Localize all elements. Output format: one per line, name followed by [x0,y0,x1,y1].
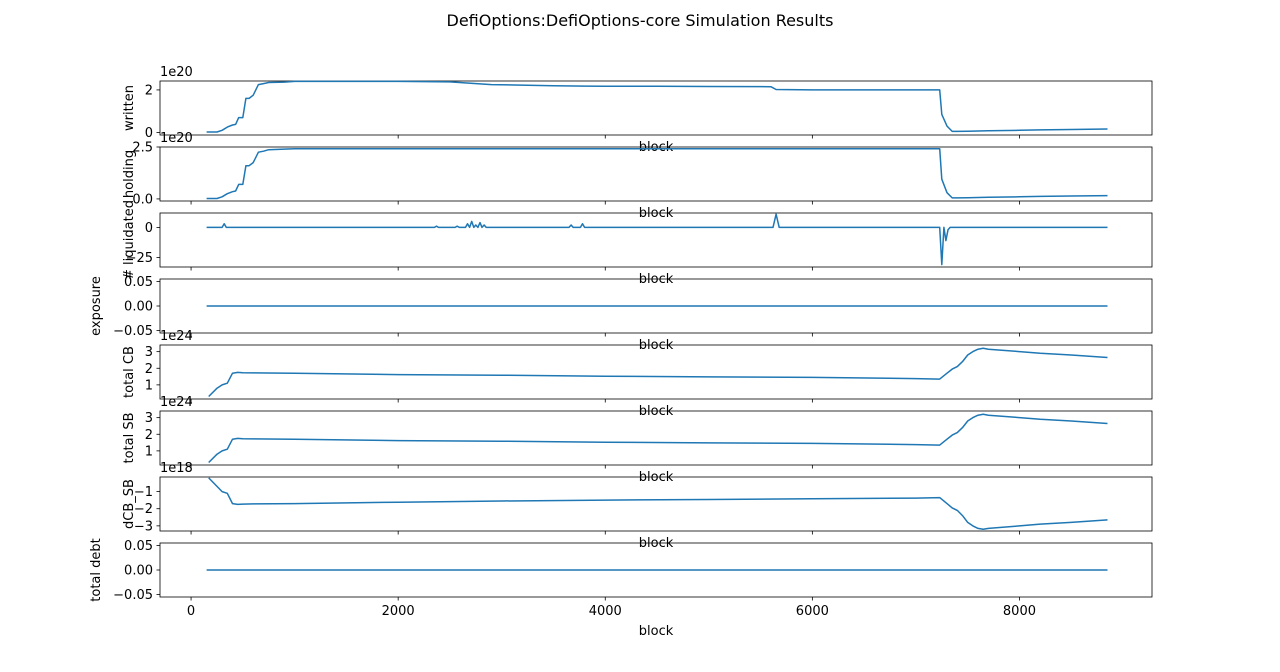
panel-1-y-axis-label: written [122,85,137,131]
panel-8-y-tick-label: 0.00 [124,564,153,579]
figure-title: DefiOptions:DefiOptions-core Simulation … [447,11,834,30]
panel-3-x-axis-label: block [639,272,674,287]
panel-8-y-tick-label: 0.05 [124,539,153,554]
panel-4-y-axis-label: exposure [89,276,104,336]
panel-6-y-tick-label: 2 [145,428,153,443]
panel-4-y-tick-label: 0.00 [124,300,153,315]
panel-4-x-axis-label: block [639,338,674,353]
panel-2-offset-text: 1e20 [160,131,193,146]
panel-1-axes-frame [159,80,1153,136]
panel-7-y-tick-label: −1 [134,485,153,500]
panel-5: 12 3 1e24 total CB block [122,329,1153,419]
panel-1-y-tick-label: 2 [145,83,153,98]
panel-8-x-tick-label: 8000 [1003,604,1036,619]
panel-1-x-axis-label: block [639,140,674,155]
panel-3-y-tick-label: 0 [145,221,153,236]
panel-2-axes-frame [159,146,1153,202]
panel-5-y-axis-label: total CB [122,346,137,398]
panel-6-y-axis-label: total SB [122,412,137,463]
panel-5-y-tick-label: 2 [145,362,153,377]
panel-8-y-axis-label: total debt [89,538,104,601]
panel-6-offset-text: 1e24 [160,395,193,410]
subplots: 0 2 1e20 written block 0.0 2.5 1e20 holding block… [89,65,1153,639]
panel-1-series-line [206,80,1108,133]
panel-6-series-line [208,413,1108,464]
panel-6-axes-frame [159,410,1153,466]
panel-8-x-tick-label: 2000 [382,604,415,619]
panel-3-y-tick-label: −25 [126,251,153,266]
panel-3-y-axis-label: # liquidated [122,200,137,280]
panel-3-series-line [206,213,1108,266]
panel-4-y-tick-label: 0.05 [124,275,153,290]
panel-6: 12 3 1e24 total SB block [122,395,1153,485]
panel-8-x-axis-label: block [639,624,674,639]
panel-7-y-tick-label: −2 [134,502,153,517]
panel-5-offset-text: 1e24 [160,329,193,344]
panel-5-y-tick-label: 1 [145,378,153,393]
panel-7-x-axis-label: block [639,536,674,551]
panel-2-x-axis-label: block [639,206,674,221]
panel-8: 0 2000 4000 6000 8000 0.05 0.00 −0.05 total debt… [89,538,1153,639]
panel-8-x-tick-label: 4000 [589,604,622,619]
panel-2: 0.0 2.5 1e20 holding block [122,131,1153,221]
panel-4-y-tick-label: −0.05 [113,324,153,339]
panel-3-axes-frame [159,212,1153,268]
panel-3: 0 −25# liquidated block [122,200,1153,287]
panel-6-y-tick-label: 1 [145,444,153,459]
panel-2-y-tick-label: 0.0 [132,192,153,207]
panel-5-x-axis-label: block [639,404,674,419]
panel-5-axes-frame [159,344,1153,400]
panel-2-series-line [206,147,1108,200]
panel-8-x-tick-label: 6000 [796,604,829,619]
panel-7-y-axis-label: dCB_SB [122,479,137,529]
panel-1-offset-text: 1e20 [160,65,193,80]
panel-1-y-tick-label: 0 [145,126,153,141]
panel-5-y-tick-label: 3 [145,345,153,360]
panel-5-series-line [208,347,1108,398]
panel-7-axes-frame [159,476,1153,532]
panel-8-y-tick-label: −0.05 [113,588,153,603]
panel-6-y-tick-label: 3 [145,411,153,426]
panel-2-y-tick-label: 2.5 [132,141,153,156]
panel-1: 0 2 1e20 written block [122,65,1153,155]
panel-8-x-tick-label: 0 [187,604,195,619]
panel-4: 0.05 0.00 −0.05 exposure block [89,275,1153,353]
panel-7-y-tick-label: −3 [134,519,153,534]
panel-2-y-axis-label: holding [122,150,137,198]
panel-6-x-axis-label: block [639,470,674,485]
panel-7-offset-text: 1e18 [160,461,193,476]
panel-7-series-line [208,477,1108,531]
